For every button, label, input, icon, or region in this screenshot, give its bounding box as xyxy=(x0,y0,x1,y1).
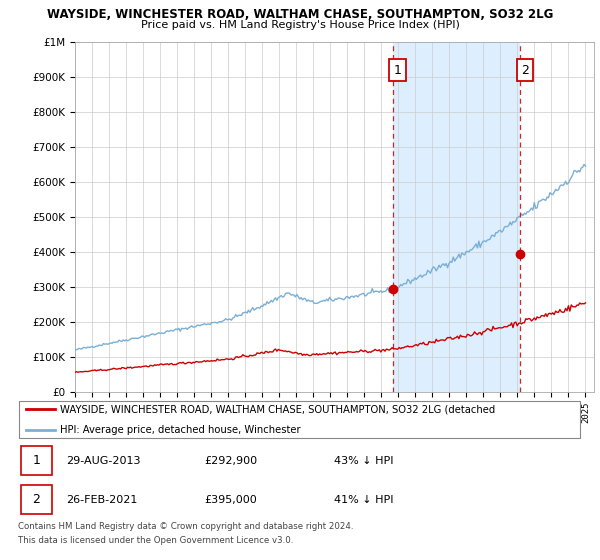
Text: WAYSIDE, WINCHESTER ROAD, WALTHAM CHASE, SOUTHAMPTON, SO32 2LG (detached: WAYSIDE, WINCHESTER ROAD, WALTHAM CHASE,… xyxy=(60,404,496,414)
Text: £395,000: £395,000 xyxy=(204,495,257,505)
Text: 2: 2 xyxy=(32,493,40,506)
Bar xyxy=(392,42,520,392)
Text: Contains HM Land Registry data © Crown copyright and database right 2024.: Contains HM Land Registry data © Crown c… xyxy=(18,522,353,531)
Text: 43% ↓ HPI: 43% ↓ HPI xyxy=(334,456,394,465)
Text: Price paid vs. HM Land Registry's House Price Index (HPI): Price paid vs. HM Land Registry's House … xyxy=(140,20,460,30)
Bar xyxy=(21,446,52,475)
Bar xyxy=(21,485,52,514)
Text: This data is licensed under the Open Government Licence v3.0.: This data is licensed under the Open Gov… xyxy=(18,536,293,545)
Text: £292,900: £292,900 xyxy=(204,456,257,465)
Text: 29-AUG-2013: 29-AUG-2013 xyxy=(66,456,140,465)
Text: 1: 1 xyxy=(32,454,40,467)
FancyBboxPatch shape xyxy=(19,401,580,438)
Text: 41% ↓ HPI: 41% ↓ HPI xyxy=(334,495,394,505)
Text: 1: 1 xyxy=(394,63,401,77)
Text: HPI: Average price, detached house, Winchester: HPI: Average price, detached house, Winc… xyxy=(60,424,301,435)
Text: 26-FEB-2021: 26-FEB-2021 xyxy=(66,495,137,505)
Text: WAYSIDE, WINCHESTER ROAD, WALTHAM CHASE, SOUTHAMPTON, SO32 2LG: WAYSIDE, WINCHESTER ROAD, WALTHAM CHASE,… xyxy=(47,8,553,21)
Text: 2: 2 xyxy=(521,63,529,77)
